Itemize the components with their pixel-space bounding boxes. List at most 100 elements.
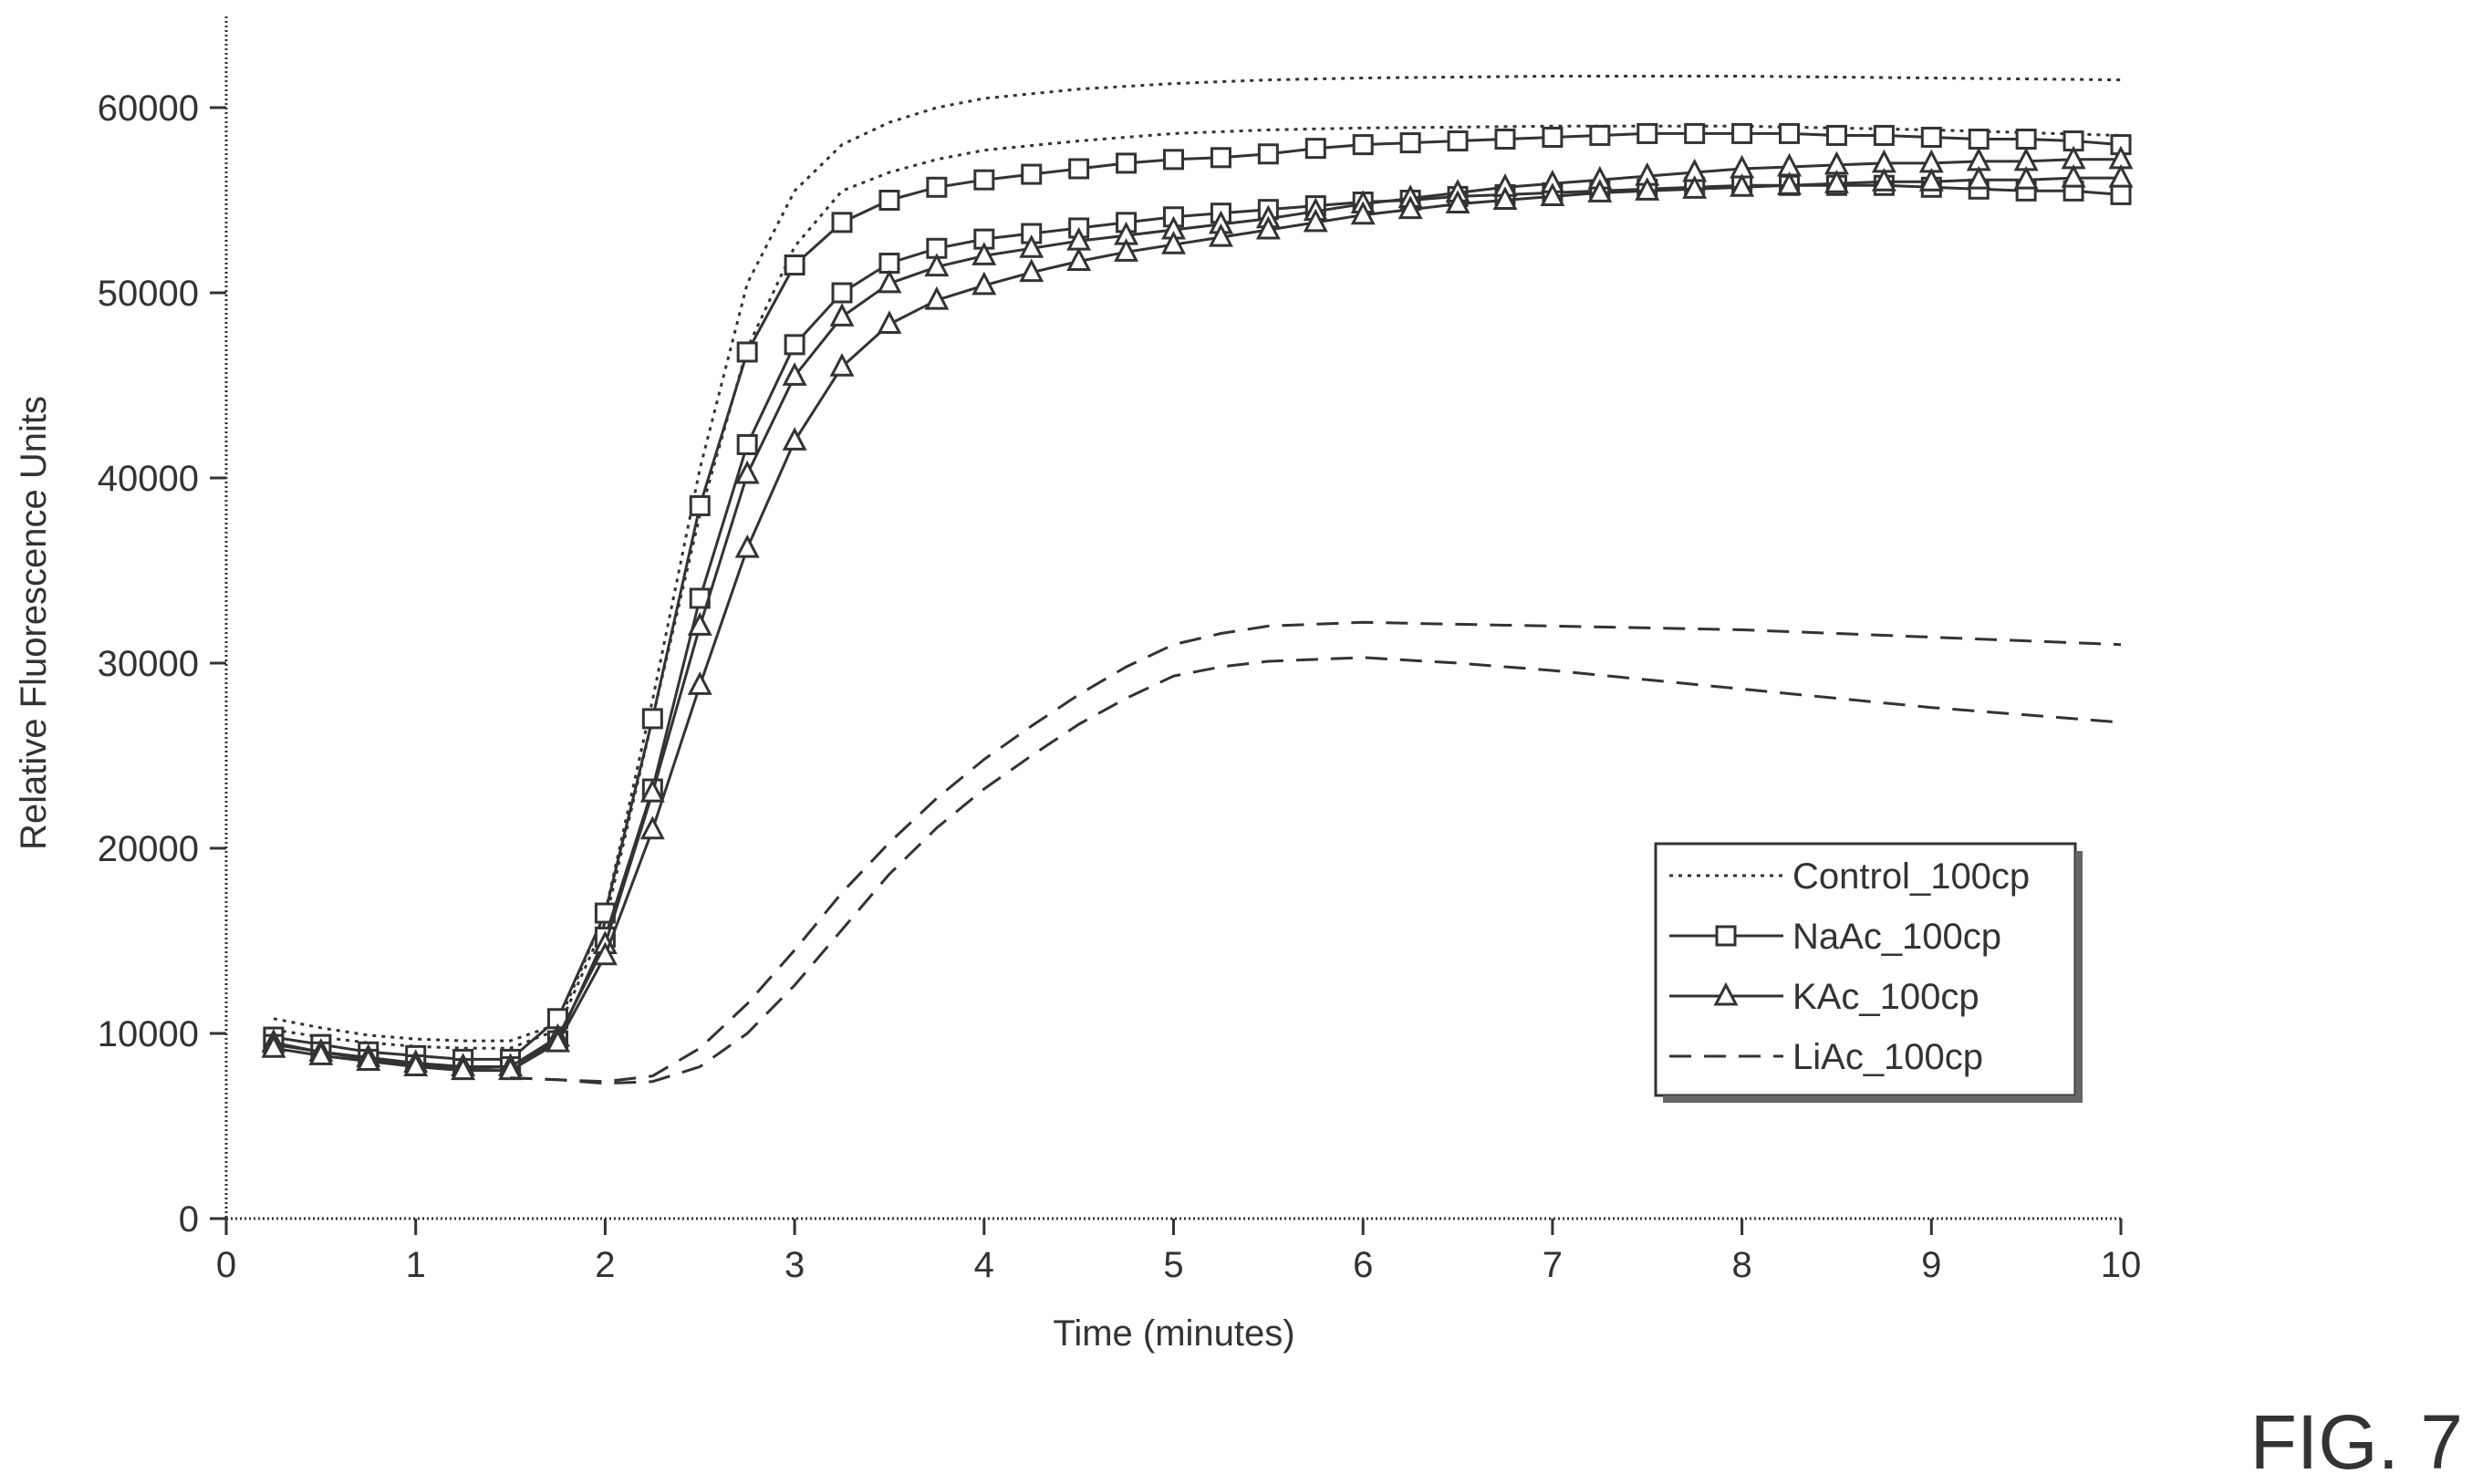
y-tick-label: 20000 xyxy=(98,829,199,869)
data-point xyxy=(1352,134,1374,156)
x-axis-title: Time (minutes) xyxy=(1053,1313,1294,1354)
x-tick-label: 2 xyxy=(595,1245,615,1285)
data-point xyxy=(1398,195,1423,220)
data-point xyxy=(1068,158,1090,180)
data-point xyxy=(926,176,948,198)
data-point xyxy=(1684,122,1706,144)
data-point xyxy=(1920,126,1942,148)
data-point xyxy=(831,212,853,233)
series-line xyxy=(510,620,2122,1084)
x-tick-label: 4 xyxy=(974,1245,994,1285)
data-point xyxy=(1635,177,1660,201)
data-point xyxy=(1779,122,1801,144)
legend-marker xyxy=(1713,981,1739,1006)
data-point xyxy=(1399,132,1421,154)
data-point xyxy=(1021,163,1043,185)
data-point xyxy=(1116,152,1138,174)
series-LiAc_100cp-7 xyxy=(510,656,2122,1085)
data-point xyxy=(1968,129,1990,150)
series-Control_100cp-0 xyxy=(273,75,2122,1043)
data-point xyxy=(1777,171,1803,195)
series-LiAc_100cp-6 xyxy=(510,620,2122,1084)
data-point xyxy=(2061,163,2086,188)
data-point xyxy=(2108,163,2134,188)
data-point xyxy=(592,941,618,966)
data-point xyxy=(1637,122,1658,144)
data-point xyxy=(1163,149,1184,171)
data-point xyxy=(1161,230,1186,254)
x-tick-label: 9 xyxy=(1921,1245,1941,1285)
series-line xyxy=(273,176,2121,1073)
data-point xyxy=(878,190,900,211)
x-ticks: 0 1 2 3 4 5 6 7 8 9 10 xyxy=(216,1219,2141,1285)
data-point xyxy=(1492,186,1518,210)
data-point xyxy=(973,169,995,191)
series-Control_100cp-1 xyxy=(273,124,2122,1050)
data-point xyxy=(924,253,950,277)
legend-label: Control_100cp xyxy=(1792,856,2030,897)
data-point xyxy=(403,1053,429,1077)
data-point xyxy=(545,1028,570,1053)
data-point xyxy=(1825,124,1847,146)
y-tick-label: 10000 xyxy=(98,1014,199,1054)
y-tick-label: 30000 xyxy=(98,644,199,684)
x-tick-label: 0 xyxy=(216,1245,236,1285)
series-line xyxy=(273,131,2122,1061)
data-point xyxy=(1304,138,1326,160)
data-point xyxy=(972,242,997,265)
data-point xyxy=(1447,130,1469,152)
data-point xyxy=(261,1034,286,1058)
data-point xyxy=(1303,208,1328,233)
x-tick-label: 10 xyxy=(2101,1245,2142,1285)
y-ticks: 0 10000 20000 30000 40000 50000 60000 xyxy=(98,88,226,1240)
data-point xyxy=(2013,165,2039,190)
y-tick-label: 50000 xyxy=(98,274,199,314)
x-tick-label: 5 xyxy=(1163,1245,1183,1285)
data-point xyxy=(1966,165,1991,190)
data-point xyxy=(1873,124,1895,146)
data-point xyxy=(784,254,805,276)
data-point xyxy=(641,708,663,730)
figure-label: FIG. 7 xyxy=(2250,1399,2463,1484)
legend-label: LiAc_100cp xyxy=(1792,1037,1983,1077)
x-tick-label: 6 xyxy=(1353,1245,1373,1285)
legend-label: KAc_100cp xyxy=(1792,977,1979,1017)
data-point xyxy=(736,341,758,363)
legend: Control_100cp NaAc_100cp KAc_100cp LiAc_100… xyxy=(1654,842,2083,1103)
data-point xyxy=(831,282,853,304)
data-point xyxy=(784,334,805,356)
data-point xyxy=(451,1056,476,1081)
x-tick-label: 8 xyxy=(1731,1245,1751,1285)
data-point xyxy=(1542,126,1564,148)
data-point xyxy=(1114,238,1139,262)
legend-box xyxy=(1654,842,2077,1097)
legend-shadow-right xyxy=(2075,851,2083,1103)
data-point xyxy=(1540,182,1565,206)
data-point xyxy=(687,612,712,636)
data-point xyxy=(1918,167,1944,192)
data-point xyxy=(829,303,855,327)
data-point xyxy=(877,269,902,294)
legend-items: Control_100cp NaAc_100cp KAc_100cp LiAc_100… xyxy=(1669,856,2030,1077)
data-point xyxy=(1824,169,1849,193)
plot-series xyxy=(261,75,2134,1085)
data-point xyxy=(1589,124,1611,146)
data-point xyxy=(877,310,902,335)
data-point xyxy=(878,253,900,275)
data-point xyxy=(2015,129,2037,150)
axes xyxy=(224,16,2121,1220)
y-tick-label: 0 xyxy=(179,1199,199,1240)
data-point xyxy=(1257,143,1279,165)
data-point xyxy=(1210,147,1231,169)
x-tick-label: 7 xyxy=(1543,1245,1563,1285)
data-point xyxy=(1731,122,1753,144)
legend-shadow-bottom xyxy=(1663,1095,2083,1103)
legend-marker xyxy=(1715,925,1737,947)
data-point xyxy=(736,433,758,455)
data-point xyxy=(782,427,807,451)
data-point xyxy=(829,352,855,377)
x-tick-label: 3 xyxy=(785,1245,805,1285)
data-point xyxy=(639,815,665,840)
data-point xyxy=(924,285,950,310)
